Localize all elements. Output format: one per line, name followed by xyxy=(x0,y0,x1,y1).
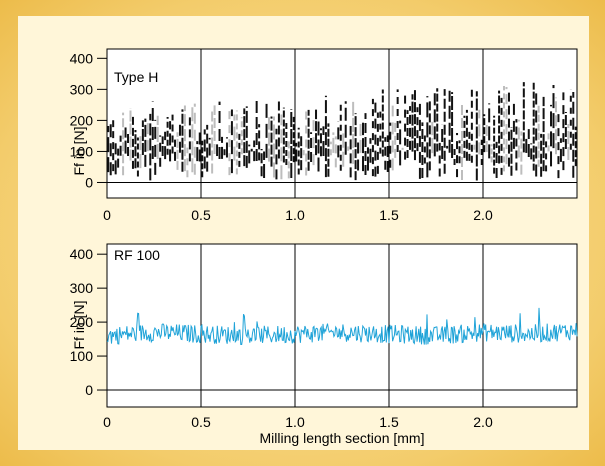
y-tick-label: 0 xyxy=(85,382,93,398)
x-tick-label: 1.0 xyxy=(285,414,305,430)
x-tick-label: 1.5 xyxy=(379,414,399,430)
x-tick-label: 2.0 xyxy=(473,414,493,430)
y-tick-label: 200 xyxy=(70,112,94,128)
chart-title: Type H xyxy=(114,69,158,85)
x-tick-labels: 0 0.5 1.0 1.5 2.0 xyxy=(103,414,493,430)
x-tick-label: 0 xyxy=(103,414,111,430)
y-tick-labels: 0 100 200 300 400 xyxy=(70,50,107,190)
y-tick-label: 400 xyxy=(70,50,94,66)
series-line-rf100 xyxy=(106,307,578,345)
y-tick-labels: 0 100 200 300 400 xyxy=(70,246,107,398)
y-tick-label: 100 xyxy=(70,348,94,364)
y-axis-label: Ff in [N] xyxy=(71,300,87,349)
chart-rf100: 0 100 200 300 400 0 0.5 1.0 1.5 2.0 RF 100 Ff in… xyxy=(70,243,578,446)
grid-lines xyxy=(200,49,484,198)
x-tick-label: 0.5 xyxy=(191,414,211,430)
y-tick-label: 0 xyxy=(85,174,93,190)
y-axis-label: Ff in [N] xyxy=(71,126,87,175)
x-tick-labels: 0 0.5 1.0 1.5 2.0 xyxy=(103,207,493,223)
x-tick-label: 2.0 xyxy=(473,207,493,223)
plot-area xyxy=(106,243,578,408)
chart-title: RF 100 xyxy=(114,247,160,263)
plot-area xyxy=(106,48,578,199)
grid-lines xyxy=(200,244,484,407)
y-tick-label: 300 xyxy=(70,280,94,296)
y-tick-label: 400 xyxy=(70,246,94,262)
y-tick-label: 100 xyxy=(70,143,94,159)
series-lines xyxy=(107,82,577,181)
y-tick-label: 200 xyxy=(70,314,94,330)
chart-typeh: 0 100 200 300 400 0 0.5 1.0 1.5 2.0 Type H Ff in… xyxy=(70,48,578,223)
x-axis-label: Milling length section [mm] xyxy=(260,430,425,446)
x-tick-label: 0 xyxy=(103,207,111,223)
x-tick-label: 1.0 xyxy=(285,207,305,223)
series-lines xyxy=(106,307,578,345)
x-tick-label: 0.5 xyxy=(191,207,211,223)
x-tick-label: 1.5 xyxy=(379,207,399,223)
y-tick-label: 300 xyxy=(70,81,94,97)
